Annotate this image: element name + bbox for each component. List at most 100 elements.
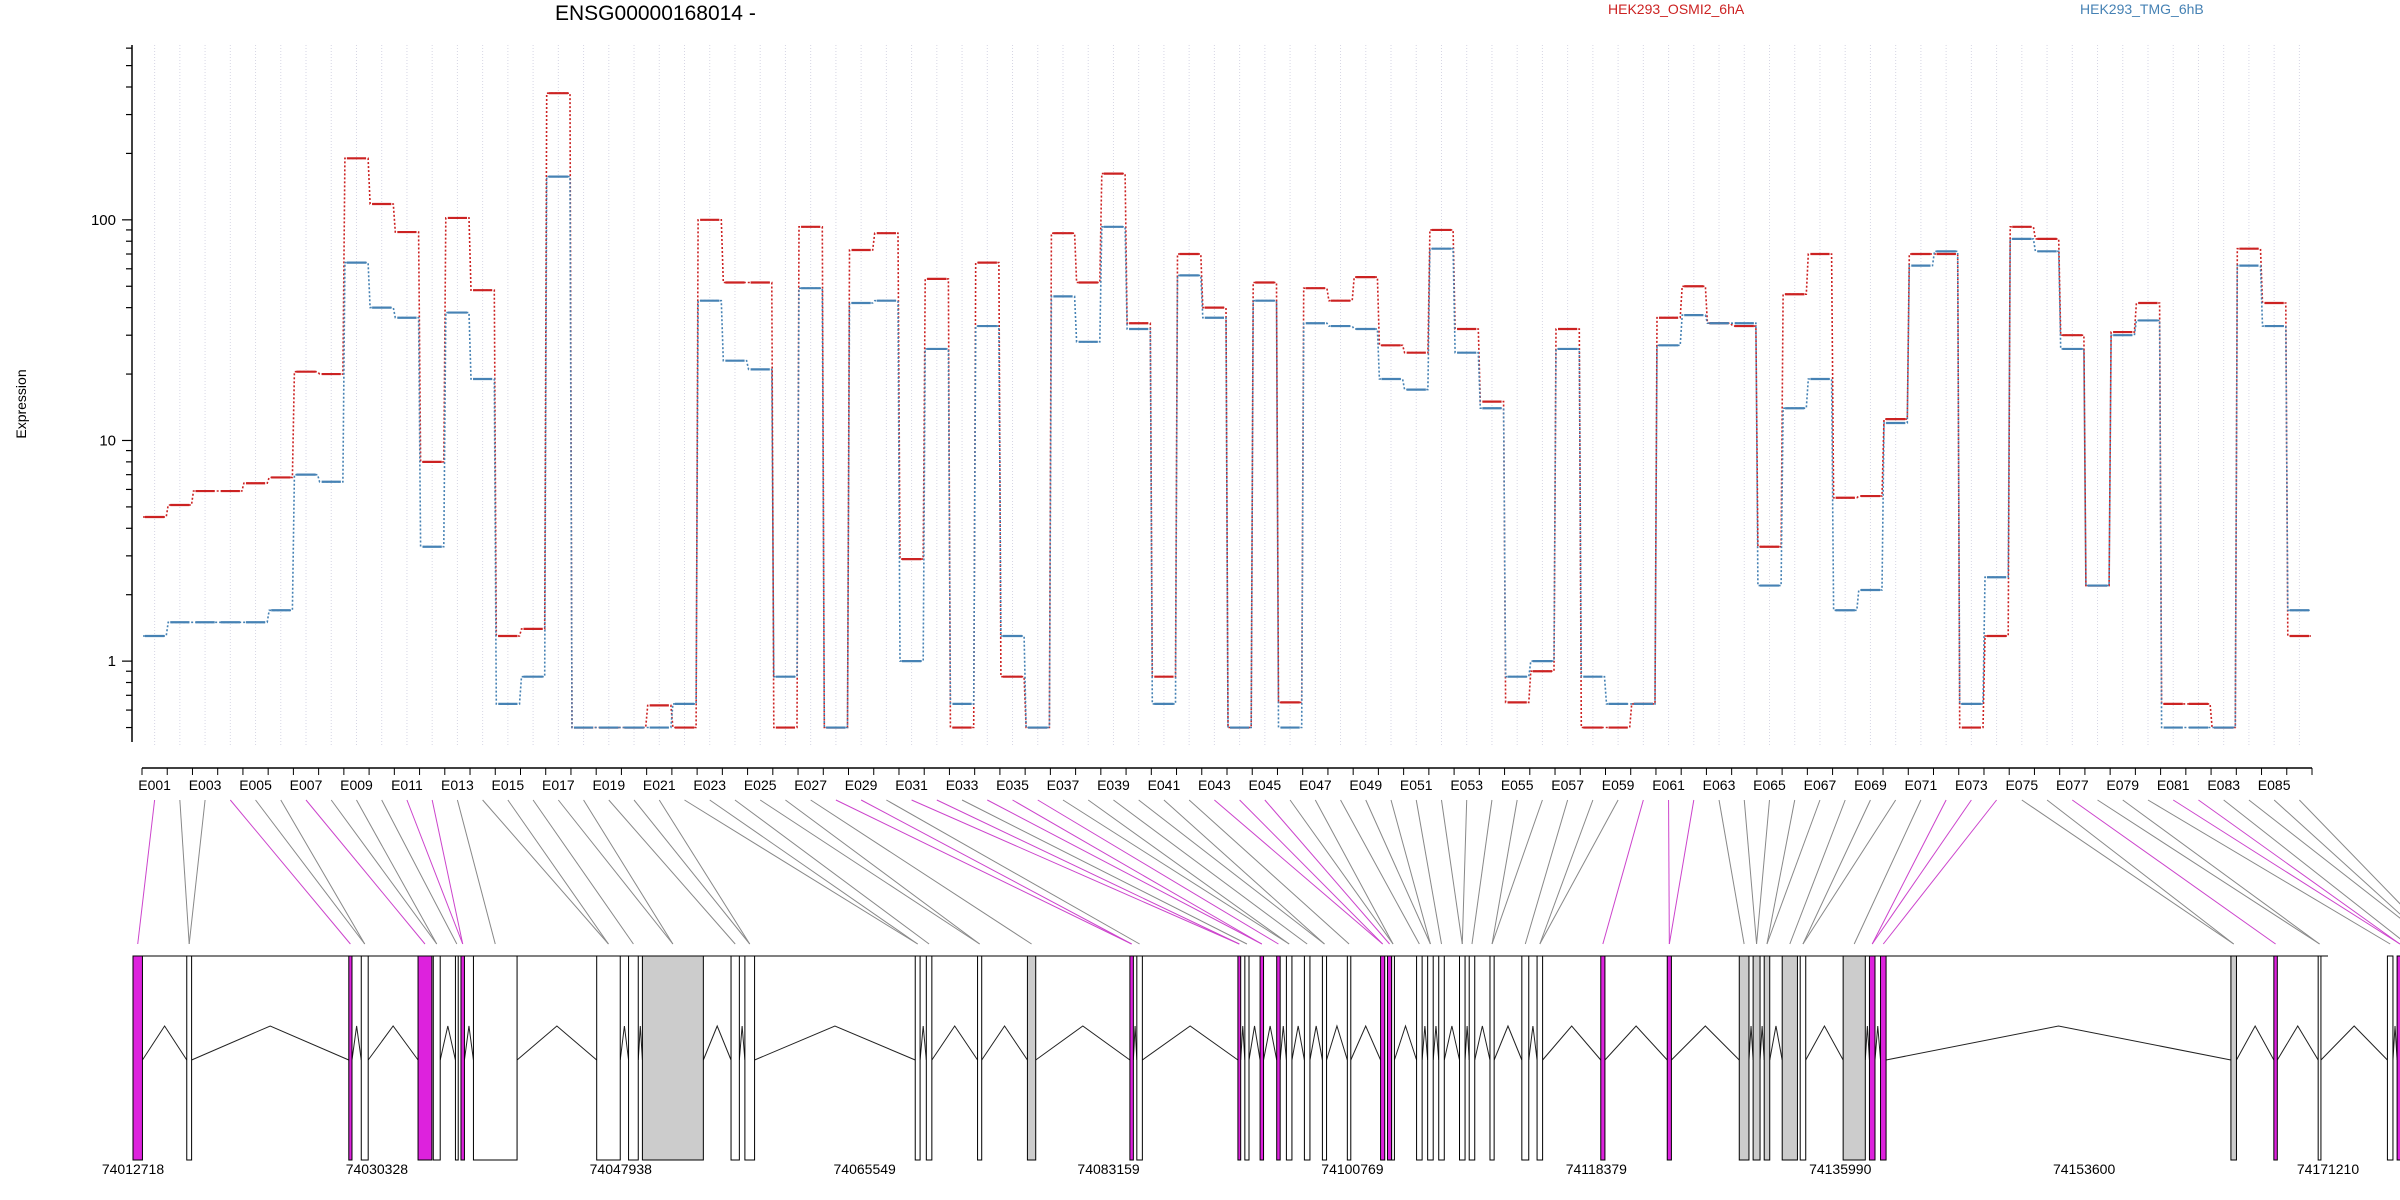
exon-box xyxy=(1781,955,1798,1161)
exon-connector xyxy=(1756,799,1770,945)
intron-line xyxy=(919,1025,927,1061)
exon-connector xyxy=(810,799,1032,945)
exon-tick-label: E041 xyxy=(1148,777,1181,793)
exon-connector xyxy=(1239,799,1384,945)
intron-line xyxy=(1474,1025,1491,1061)
exon-connector xyxy=(1802,799,1871,945)
exon-tick-label: E037 xyxy=(1047,777,1080,793)
intron-line xyxy=(1393,1024,1418,1061)
intron-line xyxy=(702,1024,732,1061)
exon-connector xyxy=(1062,799,1290,945)
exon-tick-label: E081 xyxy=(2157,777,2190,793)
exon-box xyxy=(472,955,518,1161)
intron-line xyxy=(516,1025,598,1061)
exon-connector xyxy=(1524,799,1569,945)
exon-connector xyxy=(1440,799,1463,945)
exon-box xyxy=(454,955,459,1161)
exon-tick-label: E027 xyxy=(794,777,827,793)
exon-box xyxy=(460,955,465,1161)
exon-connector xyxy=(835,799,1132,945)
exon-connector xyxy=(1602,799,1644,945)
exon-box xyxy=(1321,955,1328,1161)
exon-box xyxy=(628,955,639,1161)
chart-title: ENSG00000168014 - xyxy=(555,2,756,25)
exon-tick-label: E015 xyxy=(492,777,525,793)
intron-line xyxy=(191,1025,349,1061)
legend-series-2: HEK293_TMG_6hB xyxy=(2080,1,2204,17)
exon-box xyxy=(596,955,621,1161)
exon-box xyxy=(1285,955,1293,1161)
exon-box xyxy=(1276,955,1281,1161)
exon-connector xyxy=(1087,799,1290,945)
intron-line xyxy=(1421,1025,1429,1061)
exon-connector xyxy=(583,799,674,945)
exon-box xyxy=(1346,955,1352,1161)
genome-coordinate-label: 74171210 xyxy=(2297,1161,2360,1177)
exon-connector xyxy=(860,799,1132,945)
exon-connector xyxy=(1188,799,1350,945)
exon-connector xyxy=(1365,799,1431,945)
exon-connector xyxy=(2046,799,2234,945)
intron-line xyxy=(1142,1025,1239,1061)
exon-connector xyxy=(1314,799,1394,945)
exon-connector xyxy=(734,799,930,945)
exon-tick-label: E067 xyxy=(1804,777,1837,793)
exon-box xyxy=(132,955,143,1161)
exon-box xyxy=(641,955,704,1161)
genome-coordinate-label: 74030328 xyxy=(346,1161,409,1177)
exon-tick-label: E059 xyxy=(1602,777,1635,793)
exon-tick-label: E007 xyxy=(290,777,323,793)
intron-line xyxy=(1350,1024,1382,1061)
exon-connector xyxy=(709,799,918,945)
exon-connector xyxy=(456,799,496,945)
intron-line xyxy=(1263,1025,1278,1061)
exon-connector xyxy=(2198,799,2400,945)
exon-connector xyxy=(381,799,458,945)
intron-line xyxy=(1326,1024,1348,1061)
exon-box xyxy=(417,955,433,1161)
exon-connector xyxy=(1415,799,1443,945)
genome-coordinate-label: 74118379 xyxy=(1566,1161,1627,1177)
exon-connector xyxy=(785,799,980,945)
exon-tick-label: E075 xyxy=(2005,777,2038,793)
exon-box xyxy=(1416,955,1423,1161)
exon-connector xyxy=(1766,799,1796,945)
intron-line xyxy=(367,1025,419,1061)
exon-tick-label: E013 xyxy=(441,777,474,793)
exon-connector xyxy=(1012,799,1263,945)
exon-tick-label: E025 xyxy=(744,777,777,793)
intron-line xyxy=(1885,1025,2232,1061)
exon-tick-label: E047 xyxy=(1299,777,1332,793)
exon-box xyxy=(744,955,756,1161)
exon-connector xyxy=(2021,799,2234,945)
exon-connector xyxy=(179,799,190,945)
exon-connector xyxy=(2147,799,2391,945)
intron-line xyxy=(2236,1024,2275,1061)
series-lines xyxy=(143,92,2311,729)
exon-box xyxy=(925,955,933,1161)
exon-box xyxy=(1237,955,1242,1161)
intron-line xyxy=(1874,1025,1882,1061)
intron-line xyxy=(637,1025,643,1061)
exon-connector xyxy=(1668,799,1695,945)
exon-box xyxy=(2230,955,2237,1161)
legend-series-1: HEK293_OSMI2_6hA xyxy=(1608,1,1745,17)
intron-line xyxy=(619,1025,630,1061)
intron-line xyxy=(439,1025,456,1061)
exon-tick-label: E039 xyxy=(1097,777,1130,793)
exon-connector xyxy=(188,799,206,945)
exon-tick-label: E031 xyxy=(895,777,928,793)
exon-box xyxy=(730,955,740,1161)
exon-connector xyxy=(280,799,366,945)
exon-box xyxy=(1489,955,1495,1161)
intron-line xyxy=(1864,1025,1870,1061)
exon-tick-label: E035 xyxy=(996,777,1029,793)
exon-connector xyxy=(330,799,438,945)
intron-line xyxy=(1248,1025,1261,1061)
exon-tick-label: E029 xyxy=(845,777,878,793)
exon-box xyxy=(977,955,983,1161)
exon-connector xyxy=(1539,799,1619,945)
exon-connector xyxy=(1539,799,1594,945)
intron-line xyxy=(1464,1025,1470,1061)
